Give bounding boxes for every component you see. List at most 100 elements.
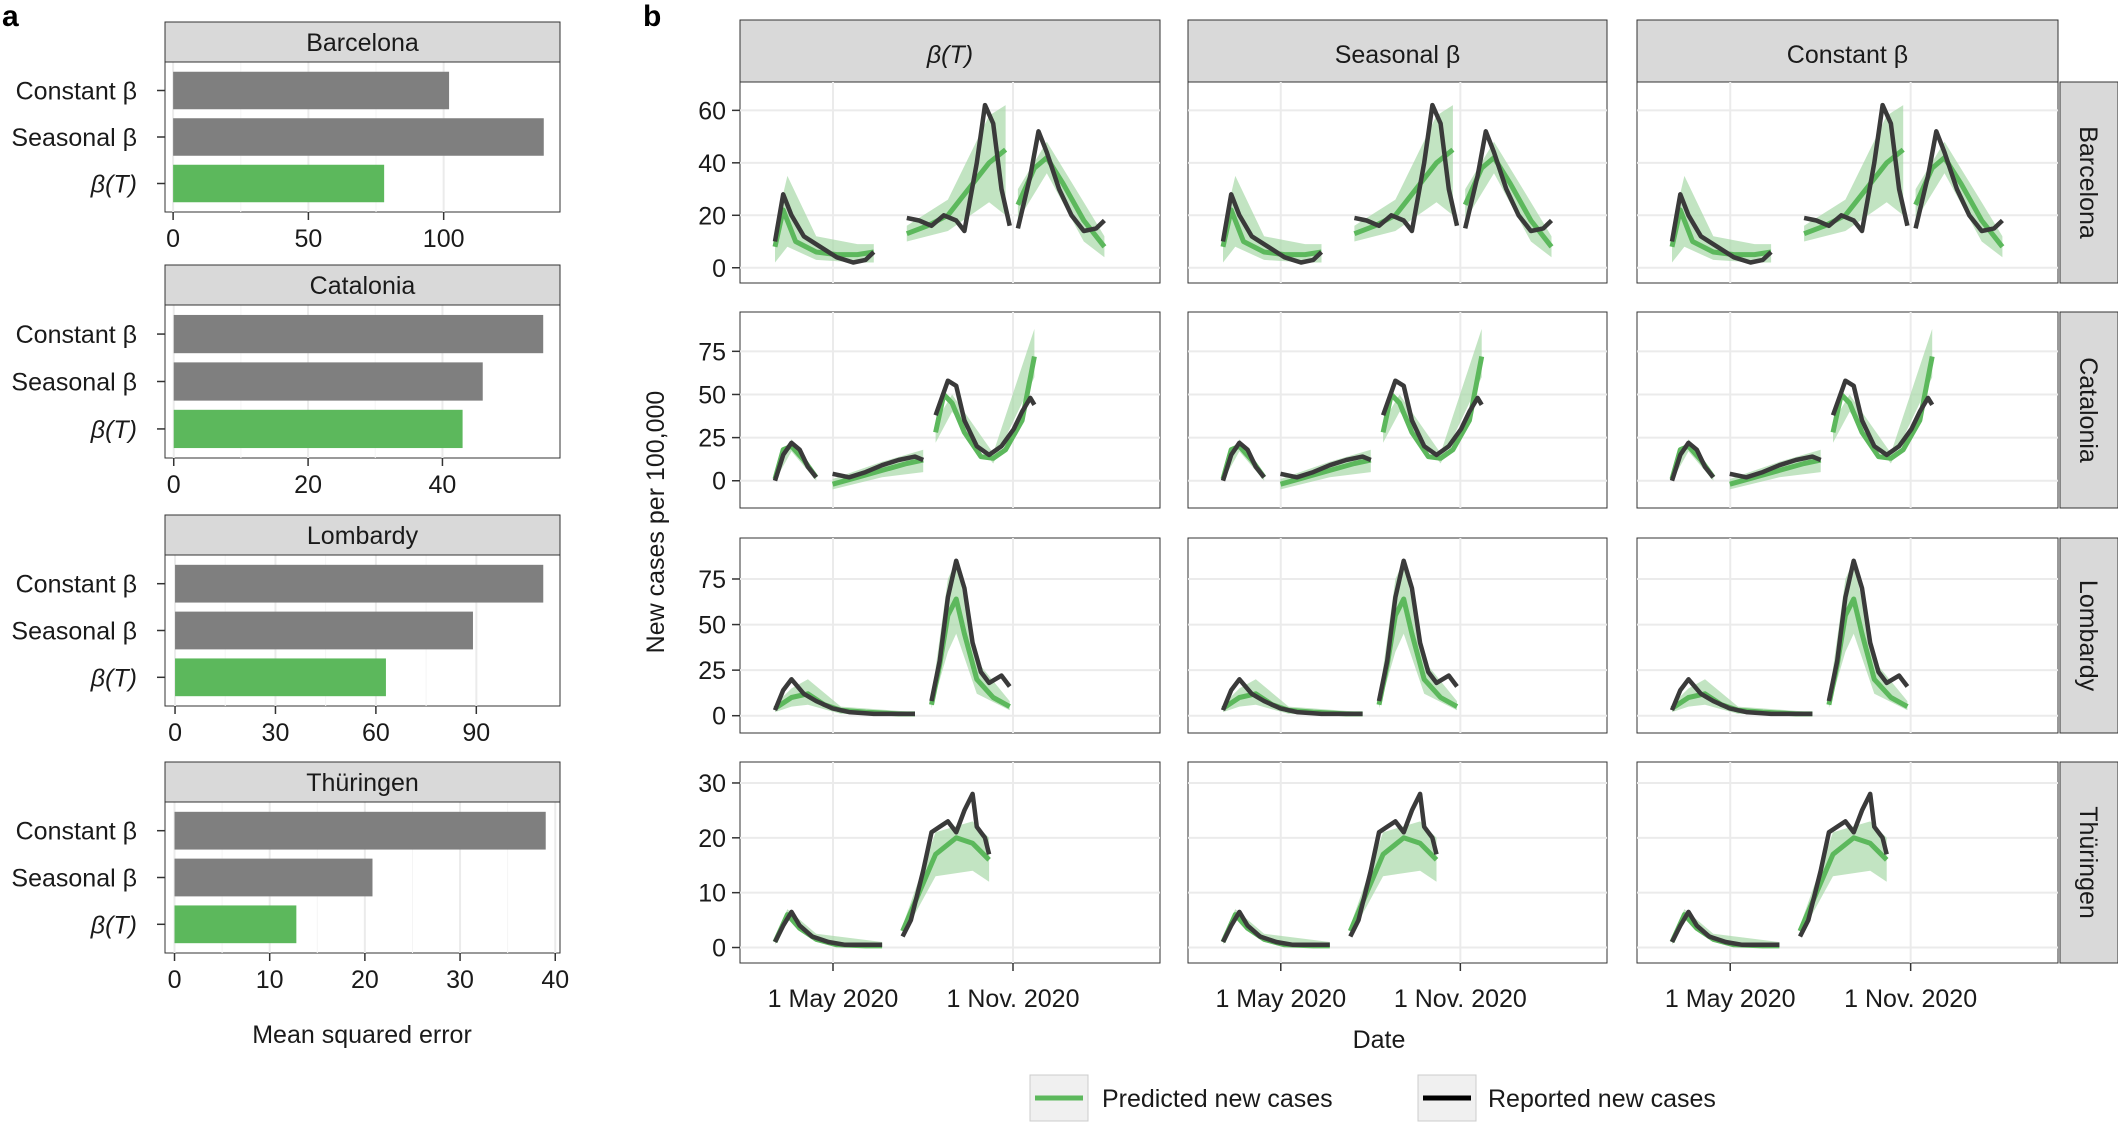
x-tick-label: 0 bbox=[167, 471, 181, 499]
reported-line bbox=[772, 909, 883, 948]
reported-line bbox=[1280, 454, 1372, 480]
strip-label: Catalonia bbox=[310, 272, 416, 300]
timeseries-grid: β(T) Seasonal β Constant β Date New cases pe… bbox=[642, 19, 2118, 1054]
predicted-line bbox=[831, 457, 924, 487]
reported-line bbox=[772, 192, 876, 265]
x-tick-label: 20 bbox=[294, 471, 322, 499]
reported-line bbox=[933, 378, 1037, 458]
panel-letter-a: a bbox=[2, 0, 19, 33]
x-tick-label: 30 bbox=[446, 966, 474, 994]
y-tick-label: 25 bbox=[698, 657, 726, 685]
category-label: β(T) bbox=[90, 664, 137, 692]
y-axis-title: New cases per 100,000 bbox=[642, 391, 670, 654]
predicted-line bbox=[1380, 356, 1485, 461]
reported-line bbox=[1220, 909, 1330, 948]
prediction-ribbon bbox=[1350, 821, 1437, 937]
row-strip-label: Barcelona bbox=[2074, 126, 2102, 239]
reported-line bbox=[1380, 378, 1484, 458]
x-tick-label: 1 Nov. 2020 bbox=[1844, 985, 1977, 1013]
legend: Predicted new cases Reported new cases bbox=[1029, 1074, 1716, 1122]
y-tick-label: 0 bbox=[712, 703, 726, 731]
reported-line bbox=[1220, 440, 1266, 482]
category-label: Seasonal β bbox=[11, 369, 137, 397]
x-tick-label: 40 bbox=[541, 966, 569, 994]
column-strip bbox=[1636, 19, 2059, 83]
category-label: Constant β bbox=[16, 571, 137, 599]
prediction-ribbon bbox=[1672, 679, 1813, 716]
x-tick-label: 0 bbox=[168, 719, 182, 747]
reported-line bbox=[900, 791, 992, 938]
bar-constant bbox=[173, 314, 544, 354]
x-tick-label: 10 bbox=[256, 966, 284, 994]
prediction-ribbon bbox=[1800, 821, 1887, 937]
reported-line bbox=[1913, 129, 2004, 234]
row-strip-label: Catalonia bbox=[2074, 357, 2102, 463]
reported-line bbox=[929, 558, 1012, 702]
strip-label: Lombardy bbox=[307, 522, 419, 550]
predicted-line bbox=[1279, 457, 1372, 487]
x-tick-label: 100 bbox=[423, 225, 465, 253]
strip-label: Thüringen bbox=[306, 769, 419, 797]
row-strip bbox=[2059, 81, 2118, 284]
y-tick-label: 40 bbox=[698, 150, 726, 178]
reported-line bbox=[1463, 129, 1554, 234]
reported-line bbox=[1220, 192, 1324, 265]
column-strip-label: Constant β bbox=[1787, 41, 1908, 69]
predicted-line bbox=[1353, 147, 1455, 237]
reported-line bbox=[1220, 677, 1363, 717]
reported-line bbox=[1669, 677, 1813, 717]
y-tick-label: 60 bbox=[698, 97, 726, 125]
x-tick-label: 30 bbox=[262, 719, 290, 747]
reported-line bbox=[1669, 192, 1773, 265]
category-label: Seasonal β bbox=[11, 618, 137, 646]
bar-beta-t bbox=[173, 409, 463, 449]
x-axis-title: Mean squared error bbox=[252, 1021, 472, 1049]
bar-beta-t bbox=[173, 164, 385, 203]
reported-line bbox=[832, 454, 925, 480]
reported-line bbox=[772, 677, 915, 717]
reported-line bbox=[1803, 102, 1910, 234]
bar-seasonal bbox=[175, 611, 473, 650]
y-tick-label: 30 bbox=[698, 770, 726, 798]
strip-lombardy bbox=[164, 514, 561, 556]
reported-line bbox=[906, 102, 1012, 234]
predicted-line bbox=[1830, 356, 1935, 461]
x-tick-label: 1 May 2020 bbox=[768, 985, 899, 1013]
y-tick-label: 20 bbox=[698, 825, 726, 853]
x-tick-label: 0 bbox=[168, 966, 182, 994]
category-label: Constant β bbox=[16, 78, 137, 106]
reported-line bbox=[1669, 440, 1716, 482]
row-strip bbox=[2059, 311, 2118, 509]
bar-beta-t bbox=[175, 658, 386, 697]
x-tick-label: 1 Nov. 2020 bbox=[1394, 985, 1527, 1013]
bar-constant bbox=[174, 811, 546, 850]
strip-thüringen bbox=[164, 761, 561, 803]
prediction-ribbon bbox=[1833, 328, 1933, 464]
y-tick-label: 0 bbox=[712, 935, 726, 963]
y-tick-label: 20 bbox=[698, 202, 726, 230]
y-tick-label: 50 bbox=[698, 381, 726, 409]
strip-barcelona bbox=[164, 21, 561, 63]
column-strip bbox=[739, 19, 1161, 83]
predicted-line bbox=[1669, 207, 1772, 258]
strip-catalonia bbox=[164, 264, 561, 306]
row-strip-label: Lombardy bbox=[2074, 580, 2102, 692]
legend-predicted-label: Predicted new cases bbox=[1102, 1085, 1333, 1113]
predicted-line bbox=[772, 207, 875, 258]
reported-line bbox=[772, 440, 818, 482]
bar-beta-t bbox=[174, 905, 297, 944]
reported-line bbox=[1348, 791, 1439, 938]
category-label: β(T) bbox=[90, 171, 137, 199]
reported-line bbox=[1376, 558, 1459, 702]
category-label: Constant β bbox=[16, 321, 137, 349]
prediction-ribbon bbox=[902, 821, 990, 937]
row-strip-label: Thüringen bbox=[2074, 806, 2102, 919]
reported-line bbox=[1729, 454, 1822, 480]
prediction-ribbon bbox=[1223, 679, 1363, 716]
predicted-line bbox=[1729, 457, 1822, 487]
column-strip bbox=[1187, 19, 1608, 83]
x-tick-label: 50 bbox=[294, 225, 322, 253]
legend-reported-label: Reported new cases bbox=[1488, 1085, 1716, 1113]
